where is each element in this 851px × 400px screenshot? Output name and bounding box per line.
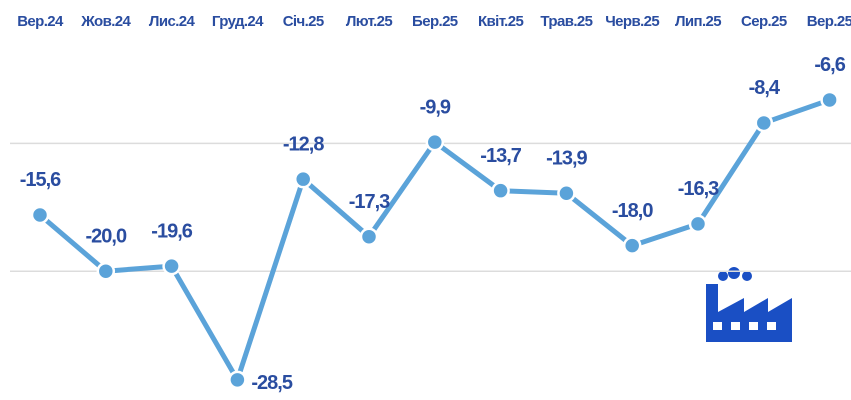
x-tick-label: Вер.24: [17, 13, 64, 30]
marker: [96, 261, 116, 281]
x-tick-label: Лип.25: [675, 13, 721, 30]
marker: [228, 370, 247, 390]
data-label: -9,9: [420, 96, 451, 118]
data-label: -16,3: [678, 178, 719, 200]
marker: [622, 236, 642, 255]
marker: [425, 132, 445, 152]
data-label: -19,6: [151, 220, 192, 242]
data-label: -28,5: [251, 372, 292, 394]
x-tick-label: Вер.25: [807, 13, 851, 30]
data-label: -8,4: [749, 77, 781, 99]
marker: [359, 227, 379, 246]
data-label: -18,0: [612, 200, 653, 222]
x-tick-label: Трав.25: [540, 13, 592, 30]
data-label: -20,0: [86, 225, 127, 247]
marker: [491, 181, 510, 200]
data-label: -17,3: [349, 191, 390, 213]
data-label: -13,9: [546, 148, 587, 170]
x-tick-label: Січ.25: [283, 13, 324, 30]
factory-icon: [706, 267, 792, 342]
data-label: -13,7: [480, 145, 521, 167]
x-tick-label: Квіт.25: [478, 13, 523, 30]
marker: [754, 113, 774, 133]
x-tick-label: Черв.25: [605, 13, 659, 30]
marker: [162, 256, 181, 276]
marker: [820, 90, 839, 110]
x-tick-label: Лют.25: [346, 13, 392, 30]
x-tick-label: Жов.24: [80, 13, 131, 30]
x-tick-label: Груд.24: [212, 13, 264, 30]
data-label: -6,6: [814, 54, 845, 76]
marker: [688, 214, 708, 234]
x-tick-label: Бер.25: [412, 13, 458, 30]
marker: [557, 183, 576, 203]
marker: [293, 169, 313, 189]
data-label: -12,8: [283, 133, 324, 155]
x-tick-label: Сер.25: [741, 13, 787, 30]
data-label: -15,6: [20, 169, 61, 191]
marker: [30, 205, 50, 225]
x-tick-label: Лис.24: [149, 13, 196, 30]
